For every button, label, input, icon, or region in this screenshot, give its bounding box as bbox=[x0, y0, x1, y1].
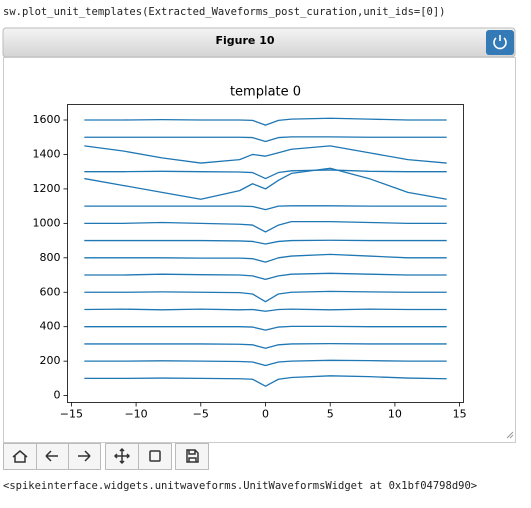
pan-icon bbox=[113, 447, 131, 465]
y-tick-label: 800 bbox=[40, 251, 61, 264]
resize-grip bbox=[506, 431, 514, 439]
waveform-line bbox=[84, 136, 447, 143]
y-tick-label: 1000 bbox=[33, 216, 61, 229]
waveform-line bbox=[84, 169, 447, 180]
x-tick-label: 10 bbox=[388, 408, 402, 421]
x-tick-label: −10 bbox=[124, 408, 147, 421]
x-tick-label: 0 bbox=[262, 408, 269, 421]
waveform-line bbox=[84, 205, 447, 211]
y-tick-label: 1600 bbox=[33, 113, 61, 126]
x-tick-label: −5 bbox=[193, 408, 209, 421]
y-tick-label: 400 bbox=[40, 320, 61, 333]
output-text: <spikeinterface.widgets.unitwaveforms.Un… bbox=[3, 480, 477, 492]
code-line: sw.plot_unit_templates(Extracted_Wavefor… bbox=[3, 6, 446, 18]
back-icon bbox=[45, 450, 58, 462]
forward-button[interactable] bbox=[68, 443, 101, 470]
home-button[interactable] bbox=[3, 443, 37, 470]
close-button[interactable] bbox=[486, 30, 514, 55]
x-tick-label: 15 bbox=[453, 408, 467, 421]
x-tick-label: 5 bbox=[327, 408, 334, 421]
waveform-line bbox=[84, 117, 447, 126]
waveform-line bbox=[84, 145, 447, 164]
waveform-line bbox=[84, 342, 447, 349]
y-tick-label: 0 bbox=[54, 389, 61, 402]
x-tick-label: −15 bbox=[60, 408, 83, 421]
waveform-line bbox=[84, 290, 447, 303]
home-icon bbox=[12, 450, 28, 463]
toolbar bbox=[3, 443, 209, 470]
y-tick-label: 600 bbox=[40, 285, 61, 298]
waveform-line bbox=[84, 220, 447, 233]
waveform-line bbox=[84, 325, 447, 331]
figure-title: Figure 10 bbox=[215, 34, 274, 47]
figure-canvas bbox=[3, 57, 516, 443]
save-button[interactable] bbox=[175, 443, 209, 470]
waveform-line bbox=[84, 253, 447, 263]
waveform-line bbox=[84, 239, 447, 245]
save-icon bbox=[186, 449, 199, 463]
waveform-line bbox=[84, 359, 447, 367]
y-tick-label: 200 bbox=[40, 354, 61, 367]
zoom-button[interactable] bbox=[138, 443, 172, 470]
forward-icon bbox=[78, 450, 91, 462]
chart-title: template 0 bbox=[230, 85, 301, 100]
waveform-line bbox=[84, 272, 447, 280]
y-tick-label: 1400 bbox=[33, 147, 61, 160]
y-tick-label: 1200 bbox=[33, 182, 61, 195]
power-icon bbox=[493, 35, 507, 50]
waveform-line bbox=[84, 375, 447, 387]
waveform-line bbox=[84, 308, 447, 312]
waveform-line bbox=[84, 167, 447, 200]
zoom-icon bbox=[149, 450, 161, 462]
